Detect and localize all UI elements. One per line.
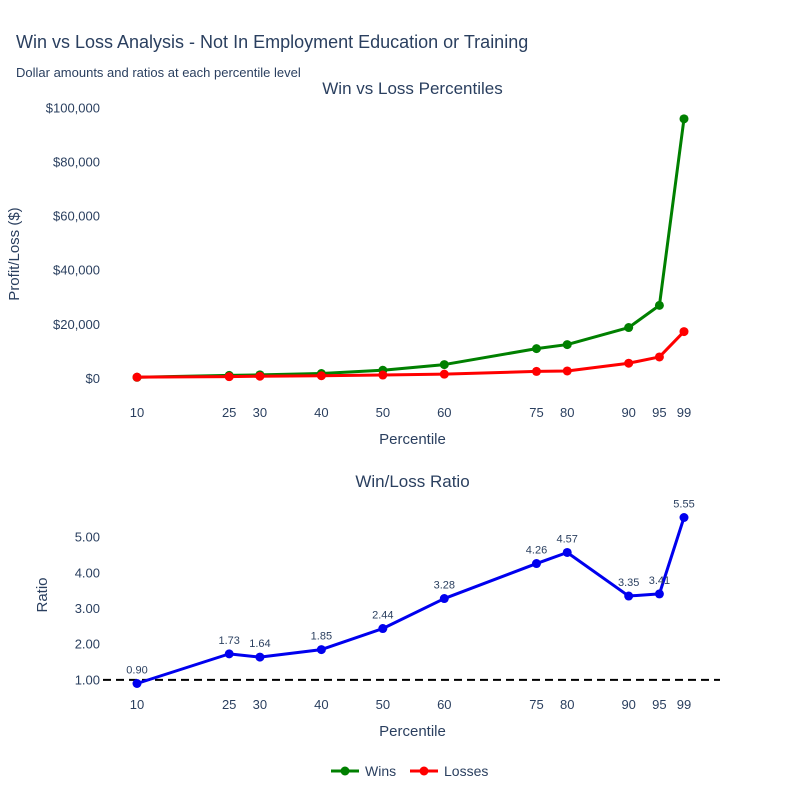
data-label: 3.35 bbox=[618, 577, 639, 589]
x-tick-label: 90 bbox=[621, 405, 635, 420]
x-tick-label: 25 bbox=[222, 405, 236, 420]
x-tick-label: 30 bbox=[253, 697, 267, 712]
x-tick-label: 40 bbox=[314, 697, 328, 712]
chart-subtitle: Dollar amounts and ratios at each percen… bbox=[16, 65, 301, 80]
x-tick-label: 99 bbox=[677, 405, 691, 420]
y-tick-label: $60,000 bbox=[53, 209, 100, 224]
data-point bbox=[224, 372, 234, 382]
x-tick-label: 30 bbox=[253, 405, 267, 420]
subplot-title: Win/Loss Ratio bbox=[355, 472, 469, 491]
subplot-title: Win vs Loss Percentiles bbox=[322, 79, 502, 98]
x-tick-label: 40 bbox=[314, 405, 328, 420]
x-axis-title: Percentile bbox=[379, 431, 446, 448]
x-tick-label: 25 bbox=[222, 697, 236, 712]
y-tick-label: $0 bbox=[86, 371, 100, 386]
data-point bbox=[654, 300, 664, 310]
y-tick-label: 5.00 bbox=[75, 530, 100, 545]
data-point bbox=[562, 366, 572, 376]
data-label: 3.28 bbox=[434, 580, 455, 592]
data-point bbox=[654, 589, 664, 599]
y-tick-label: 2.00 bbox=[75, 637, 100, 652]
data-label: 1.85 bbox=[311, 631, 332, 643]
data-point bbox=[439, 360, 449, 370]
data-point bbox=[316, 371, 326, 381]
data-point bbox=[378, 370, 388, 380]
data-point bbox=[624, 591, 634, 601]
x-tick-label: 60 bbox=[437, 697, 451, 712]
data-point bbox=[624, 323, 634, 333]
y-tick-label: $80,000 bbox=[53, 155, 100, 170]
data-point bbox=[679, 512, 689, 522]
data-point bbox=[316, 645, 326, 655]
data-point bbox=[624, 358, 634, 368]
data-point bbox=[378, 624, 388, 634]
x-tick-label: 10 bbox=[130, 697, 144, 712]
legend-label-losses: Losses bbox=[444, 763, 488, 779]
data-label: 2.44 bbox=[372, 610, 393, 622]
data-point bbox=[255, 371, 265, 381]
data-point bbox=[562, 547, 572, 557]
x-tick-label: 80 bbox=[560, 405, 574, 420]
data-label: 3.41 bbox=[649, 575, 670, 587]
y-tick-label: $100,000 bbox=[46, 101, 100, 116]
y-tick-label: 3.00 bbox=[75, 601, 100, 616]
data-point bbox=[132, 679, 142, 689]
y-axis-title: Profit/Loss ($) bbox=[6, 207, 23, 300]
data-point bbox=[531, 344, 541, 354]
y-tick-label: $40,000 bbox=[53, 263, 100, 278]
y-axis-title: Ratio bbox=[34, 577, 51, 612]
x-tick-label: 75 bbox=[529, 405, 543, 420]
data-point bbox=[224, 649, 234, 659]
data-label: 0.90 bbox=[126, 665, 147, 677]
series-line-wins bbox=[136, 118, 686, 379]
data-point bbox=[255, 652, 265, 662]
data-point bbox=[654, 352, 664, 362]
x-tick-label: 10 bbox=[130, 405, 144, 420]
x-tick-label: 50 bbox=[376, 697, 390, 712]
data-label: 4.57 bbox=[557, 533, 578, 545]
x-tick-label: 95 bbox=[652, 697, 666, 712]
legend-marker-losses bbox=[419, 766, 429, 776]
data-point bbox=[439, 369, 449, 379]
data-label: 5.55 bbox=[673, 498, 694, 510]
legend-label-wins: Wins bbox=[365, 763, 396, 779]
data-label: 1.73 bbox=[218, 635, 239, 647]
chart-title: Win vs Loss Analysis - Not In Employment… bbox=[16, 32, 529, 52]
x-tick-label: 90 bbox=[621, 697, 635, 712]
legend-marker-wins bbox=[340, 766, 350, 776]
data-point bbox=[679, 114, 689, 124]
x-tick-label: 80 bbox=[560, 697, 574, 712]
data-label: 4.26 bbox=[526, 545, 547, 557]
data-point bbox=[531, 559, 541, 569]
y-tick-label: 1.00 bbox=[75, 672, 100, 687]
data-point bbox=[531, 366, 541, 376]
data-label: 1.64 bbox=[249, 638, 270, 650]
data-point bbox=[679, 327, 689, 337]
x-tick-label: 50 bbox=[376, 405, 390, 420]
y-tick-label: 4.00 bbox=[75, 565, 100, 580]
data-point bbox=[132, 372, 142, 382]
y-tick-label: $20,000 bbox=[53, 317, 100, 332]
data-point bbox=[562, 340, 572, 350]
x-tick-label: 75 bbox=[529, 697, 543, 712]
x-tick-label: 95 bbox=[652, 405, 666, 420]
data-point bbox=[439, 594, 449, 604]
series-line-win-loss-ratio bbox=[136, 517, 686, 685]
x-tick-label: 99 bbox=[677, 697, 691, 712]
x-axis-title: Percentile bbox=[379, 723, 446, 740]
x-tick-label: 60 bbox=[437, 405, 451, 420]
series-line-losses bbox=[136, 330, 686, 379]
